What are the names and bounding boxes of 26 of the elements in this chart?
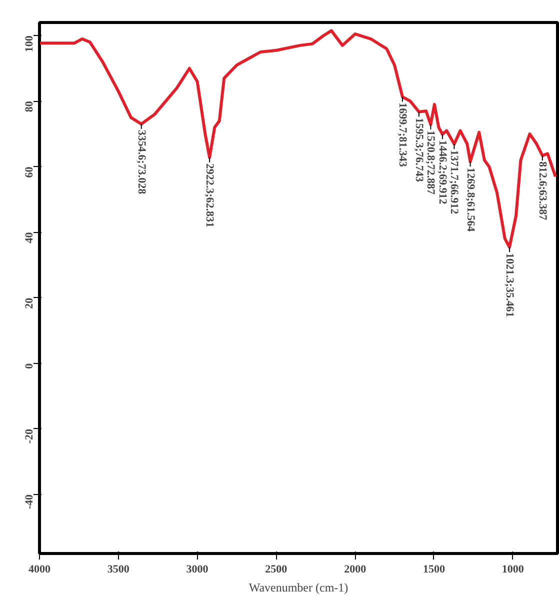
x-tick-label: 2000 (344, 564, 367, 576)
x-tick-label: 2500 (265, 564, 288, 576)
y-tick-label: 20 (24, 297, 36, 309)
annotation: 3354.6;73.028 (135, 130, 148, 195)
y-tick-label: 80 (24, 100, 36, 112)
y-tick-label: -40 (24, 494, 36, 510)
annotation: 1021.3;35.461 (503, 253, 516, 318)
y-tick-label: 40 (24, 232, 36, 244)
annotation: 1699.7;81.343 (396, 102, 408, 168)
y-tick-label: -20 (24, 428, 36, 444)
x-tick-label: 4000 (28, 564, 51, 576)
x-tick-label: 1500 (422, 564, 446, 576)
annotation: 1269.8;61.564 (464, 167, 476, 232)
annotation: 2922.3;62.831 (204, 163, 216, 228)
y-tick-label: 60 (24, 166, 36, 178)
y-tick-label: 0 (24, 362, 36, 369)
x-axis-title: Wavenumber (cm-1) (248, 580, 348, 594)
annotation: 1520.8;72.887 (424, 130, 437, 196)
y-tick-label: 100 (24, 35, 36, 52)
x-tick-label: 3500 (107, 564, 130, 576)
x-tick-label: 1000 (502, 564, 524, 576)
annotation: 1595.3;76.743 (412, 118, 425, 182)
annotation: 1371.7;66.912 (448, 150, 460, 215)
annotation: 1446.2;69.912 (436, 140, 448, 205)
x-tick-label: 3000 (186, 564, 209, 576)
annotation: 812.6;63.387 (536, 162, 548, 221)
